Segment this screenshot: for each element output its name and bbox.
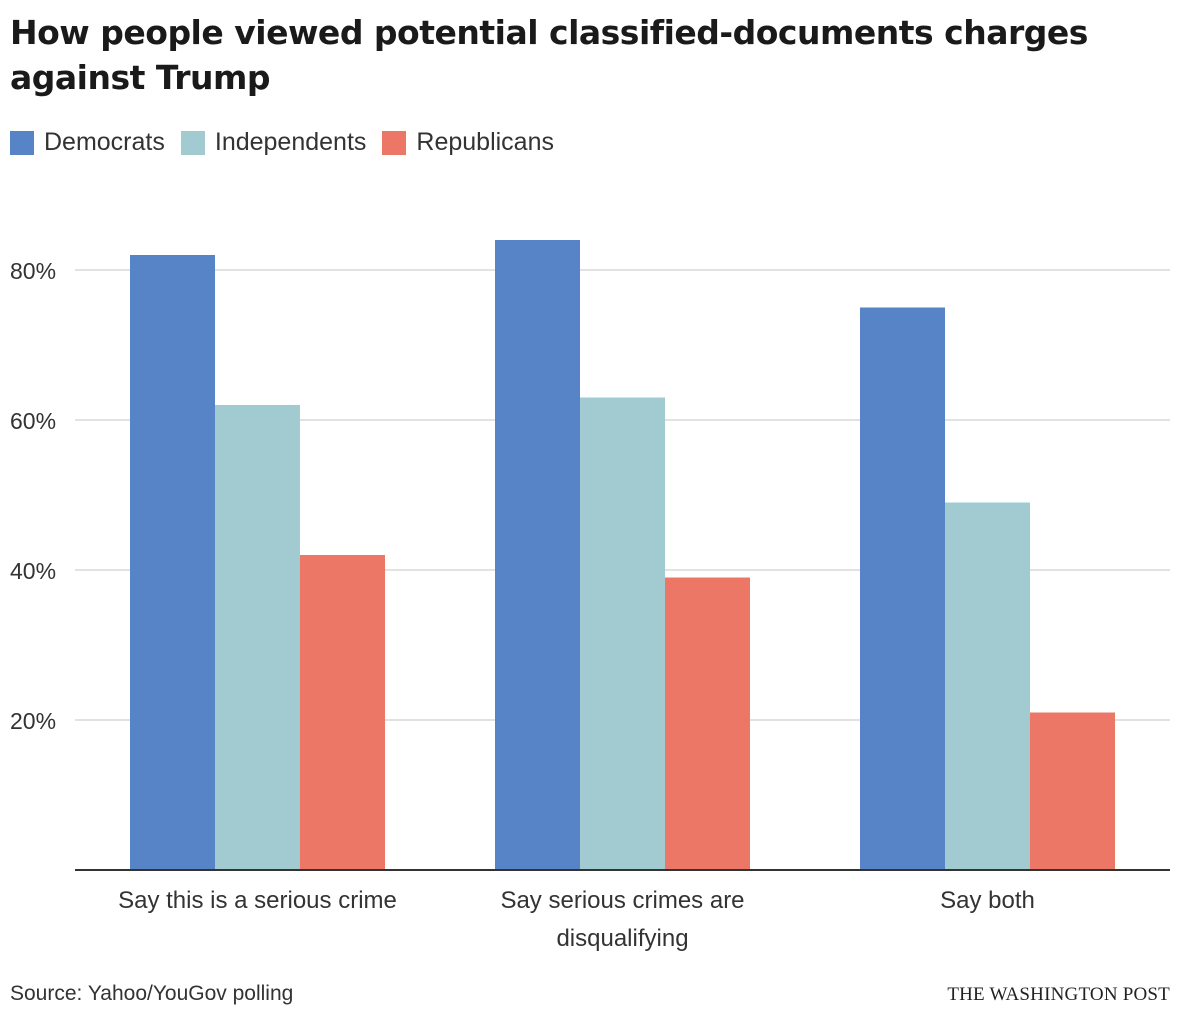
x-category-label-3: Say both	[940, 887, 1035, 914]
bar-democrats-1	[130, 255, 215, 870]
bar-democrats-3	[860, 307, 945, 870]
y-tick-label-80: 80%	[10, 258, 56, 284]
bar-republicans-3	[1030, 712, 1115, 870]
bar-republicans-1	[300, 555, 385, 870]
x-category-label-1: Say this is a serious crime	[118, 887, 397, 914]
legend-label-democrats: Democrats	[44, 128, 165, 156]
bar-independents-3	[945, 502, 1030, 870]
y-tick-label-40: 40%	[10, 558, 56, 584]
bar-chart: 20% 40% 60% 80% Say this is a serious crime S…	[10, 240, 1170, 952]
legend-label-independents: Independents	[214, 128, 367, 156]
bar-republicans-2	[665, 577, 750, 870]
legend-item-democrats: Democrats	[10, 128, 165, 157]
y-tick-label-60: 60%	[10, 408, 56, 434]
legend: Democrats Independents Republicans	[10, 128, 554, 157]
legend-item-independents: Independents	[180, 128, 367, 157]
legend-item-republicans: Republicans	[382, 128, 554, 157]
x-category-label-2-line-2: disqualifying	[556, 925, 688, 952]
legend-swatch-independents	[180, 130, 205, 155]
bar-democrats-2	[495, 240, 580, 870]
chart-title: How people viewed potential classified-d…	[10, 13, 1088, 97]
bar-independents-1	[215, 405, 300, 870]
legend-swatch-democrats	[10, 130, 34, 155]
legend-swatch-republicans	[382, 130, 407, 155]
x-category-label-2-line-1: Say serious crimes are	[500, 887, 744, 914]
legend-label-republicans: Republicans	[416, 128, 554, 156]
bar-independents-2	[580, 397, 665, 870]
source-note: Source: Yahoo/YouGov polling	[10, 982, 294, 1005]
y-tick-label-20: 20%	[10, 708, 56, 734]
publisher-credit: THE WASHINGTON POST	[947, 984, 1170, 1005]
